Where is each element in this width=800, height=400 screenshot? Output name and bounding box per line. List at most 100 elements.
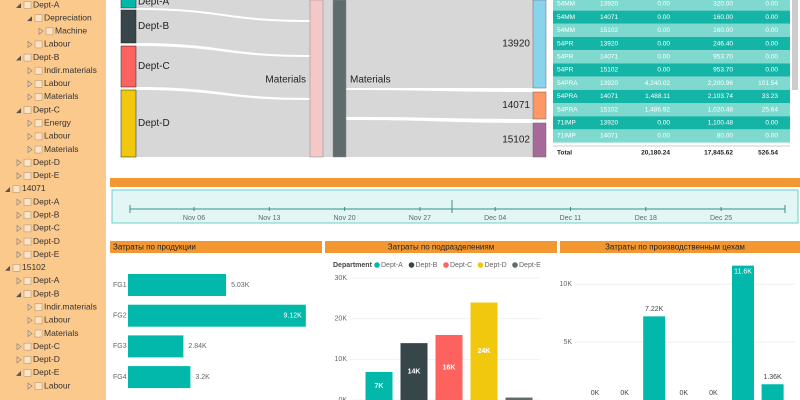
table-cell: 54PRA [557, 93, 578, 100]
table-cell: 1,020.48 [708, 106, 734, 113]
checkbox[interactable] [34, 14, 43, 22]
checkbox[interactable] [23, 369, 32, 377]
data-label: 0K [680, 390, 689, 397]
expander[interactable] [16, 370, 21, 376]
expander[interactable] [27, 93, 33, 101]
sankey-flow [136, 10, 310, 55]
checkbox[interactable] [23, 211, 32, 220]
table-cell: 0.00 [657, 120, 670, 127]
y-tick-label: 10K [335, 356, 348, 363]
expander[interactable] [16, 211, 22, 219]
expander[interactable] [16, 292, 21, 298]
table-cell: 1,488.11 [645, 93, 670, 100]
expander[interactable] [16, 342, 22, 351]
checkbox[interactable] [34, 119, 43, 128]
checkbox[interactable] [23, 290, 32, 298]
expander[interactable] [27, 119, 33, 127]
expander[interactable] [16, 250, 22, 259]
table-row[interactable] [553, 103, 790, 117]
checkbox[interactable] [23, 172, 32, 180]
expander[interactable] [38, 27, 44, 35]
table-row[interactable] [553, 129, 790, 143]
checkbox[interactable] [34, 80, 43, 88]
checkbox[interactable] [34, 382, 43, 390]
table-cell: 953.70 [713, 67, 733, 74]
checkbox[interactable] [34, 93, 43, 101]
table-row[interactable] [553, 37, 790, 51]
checkbox[interactable] [34, 40, 43, 49]
legend-label: Dept-A [381, 262, 403, 269]
expander[interactable] [16, 172, 22, 180]
table-row[interactable] [553, 23, 790, 37]
checkbox[interactable] [23, 250, 32, 259]
table-cell: 2,200.96 [708, 80, 734, 87]
table-cell: 54PR [557, 54, 574, 61]
table-row[interactable] [553, 89, 790, 103]
table-row[interactable] [553, 50, 790, 64]
table-cell: 0.00 [765, 54, 778, 61]
expander[interactable] [16, 224, 22, 233]
sankey-flow [346, 90, 533, 119]
expander[interactable] [27, 16, 32, 22]
expander[interactable] [27, 303, 33, 311]
timeline-slicer[interactable] [111, 189, 799, 224]
expander[interactable] [27, 329, 33, 338]
expander[interactable] [16, 158, 22, 167]
tree-item: Labour [44, 380, 71, 390]
data-label: 2.84K [188, 343, 207, 350]
checkbox[interactable] [12, 263, 21, 272]
checkbox[interactable] [34, 303, 43, 312]
expander[interactable] [16, 198, 22, 206]
expander[interactable] [16, 3, 21, 8]
checkbox[interactable] [34, 145, 43, 154]
checkbox[interactable] [34, 316, 43, 325]
table-row[interactable] [553, 76, 790, 90]
table-row[interactable] [553, 116, 790, 130]
scrollbar[interactable] [792, 0, 798, 90]
expander[interactable] [27, 382, 33, 390]
checkbox[interactable] [23, 277, 32, 285]
expander[interactable] [16, 108, 21, 114]
table-row[interactable] [553, 10, 790, 24]
checkbox[interactable] [12, 185, 21, 193]
expander[interactable] [27, 80, 33, 88]
table-cell: 14071 [600, 133, 618, 140]
expander[interactable] [27, 67, 33, 75]
checkbox[interactable] [23, 106, 32, 114]
expander[interactable] [5, 186, 10, 192]
checkbox[interactable] [34, 329, 43, 338]
table-row[interactable] [553, 63, 790, 77]
y-tick-label: 30K [335, 275, 348, 282]
expander[interactable] [16, 55, 21, 61]
table-cell: 4,240.02 [645, 80, 671, 87]
table-cell: 14071 [600, 54, 618, 61]
checkbox[interactable] [23, 224, 32, 233]
timeline-label: Nov 27 [409, 215, 431, 222]
checkbox[interactable] [45, 27, 54, 36]
expander[interactable] [16, 356, 22, 364]
table-cell: 13920 [600, 40, 618, 47]
checkbox[interactable] [23, 342, 32, 351]
table-row[interactable] [553, 0, 790, 11]
timeline-label: Dec 25 [710, 215, 732, 222]
checkbox[interactable] [34, 66, 43, 75]
tree-item: Dept-A [33, 0, 60, 9]
checkbox[interactable] [23, 53, 32, 62]
expander[interactable] [5, 265, 10, 271]
table-cell: 15102 [600, 106, 618, 113]
bar [732, 265, 754, 400]
checkbox[interactable] [23, 355, 32, 364]
expander[interactable] [27, 132, 33, 141]
checkbox[interactable] [23, 158, 32, 167]
expander[interactable] [27, 316, 33, 325]
table-cell: 54PR [557, 40, 574, 47]
expander[interactable] [27, 40, 33, 49]
checkbox[interactable] [34, 132, 43, 141]
checkbox[interactable] [23, 237, 32, 246]
expander[interactable] [16, 237, 22, 246]
checkbox[interactable] [23, 1, 32, 9]
expander[interactable] [16, 277, 22, 285]
table-cell: 71IMP [557, 120, 576, 127]
checkbox[interactable] [23, 198, 32, 206]
expander[interactable] [27, 145, 33, 154]
